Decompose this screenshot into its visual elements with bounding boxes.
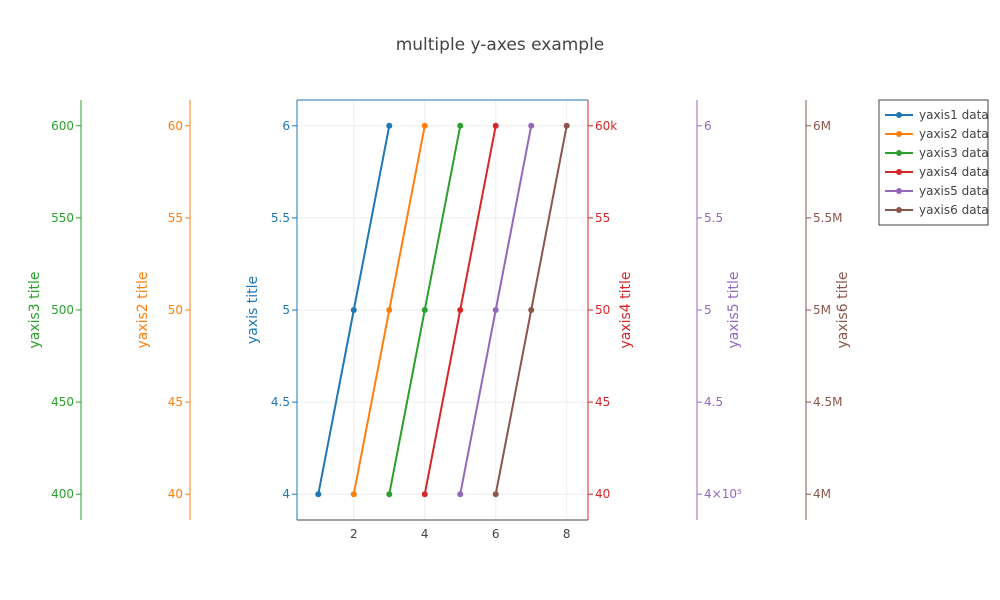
legend[interactable]: yaxis1 data yaxis2 data yaxis3 data yaxis4 … <box>878 99 989 226</box>
data-point <box>386 122 393 129</box>
y1-tick-label: 4.5 <box>271 395 290 409</box>
y2-title: yaxis2 title <box>135 271 151 348</box>
y2-tick-label: 60 <box>168 119 183 133</box>
data-point <box>563 122 570 129</box>
grid-layer <box>297 100 588 520</box>
data-point <box>315 491 322 498</box>
legend-swatch-marker <box>896 188 902 194</box>
y6-tick-label: 6M <box>813 119 831 133</box>
series-layer <box>315 122 570 498</box>
y4-title: yaxis4 title <box>618 271 634 348</box>
legend-swatch-marker <box>896 131 902 137</box>
y6-tick-label: 5.5M <box>813 211 842 225</box>
data-point <box>492 307 499 313</box>
x-tick-label: 2 <box>350 527 358 541</box>
data-point <box>457 307 464 313</box>
y3-tick-label: 400 <box>51 487 74 501</box>
legend-swatch-marker <box>896 169 902 175</box>
y2-tick-label: 40 <box>168 487 183 501</box>
y4-tick-label: 50 <box>595 303 610 317</box>
x-tick-label: 8 <box>563 527 571 541</box>
data-point <box>386 307 393 313</box>
data-point <box>492 491 499 498</box>
legend-label: yaxis5 data <box>919 184 989 198</box>
y5-tick-label: 5 <box>704 303 712 317</box>
data-point <box>386 491 393 498</box>
legend-swatch-marker <box>896 112 902 118</box>
legend-label: yaxis6 data <box>919 203 989 217</box>
y3-tick-label: 500 <box>51 303 74 317</box>
legend-label: yaxis4 data <box>919 165 989 179</box>
legend-item[interactable]: yaxis5 data <box>885 184 989 198</box>
y1-tick-label: 4 <box>282 487 290 501</box>
legend-item[interactable]: yaxis4 data <box>885 165 989 179</box>
axes-layer: 2 4 6 8 4 4.5 5 5.5 6 yaxis title 40 45 50 55 60 yaxis2… <box>27 99 851 541</box>
y6-tick-label: 5M <box>813 303 831 317</box>
y2-tick-label: 55 <box>168 211 183 225</box>
y4-tick-label: 45 <box>595 395 610 409</box>
y4-tick-label: 55 <box>595 211 610 225</box>
legend-swatch-marker <box>896 150 902 156</box>
legend-box <box>878 99 989 226</box>
data-point <box>528 122 535 129</box>
chart-title: multiple y-axes example <box>396 35 605 55</box>
y6-title: yaxis6 title <box>835 271 851 348</box>
y5-tick-label: 4.5 <box>704 395 723 409</box>
data-point <box>421 122 428 129</box>
y5-tick-label: 5.5 <box>704 211 723 225</box>
x-tick-label: 6 <box>492 527 500 541</box>
y5-title: yaxis5 title <box>726 271 742 348</box>
y2-tick-label: 45 <box>168 395 183 409</box>
y4-tick-label: 40 <box>595 487 610 501</box>
data-point <box>457 122 464 129</box>
legend-item[interactable]: yaxis6 data <box>885 203 989 217</box>
y6-tick-label: 4M <box>813 487 831 501</box>
y1-tick-label: 6 <box>282 119 290 133</box>
legend-swatch-marker <box>896 207 902 213</box>
legend-label: yaxis2 data <box>919 127 989 141</box>
y2-tick-label: 50 <box>168 303 183 317</box>
data-point <box>492 122 499 129</box>
y1-title: yaxis title <box>245 276 261 344</box>
y1-tick-label: 5 <box>282 303 290 317</box>
data-point <box>421 307 428 313</box>
data-point <box>421 491 428 498</box>
y3-tick-label: 600 <box>51 119 74 133</box>
data-point <box>350 307 357 313</box>
y3-tick-label: 450 <box>51 395 74 409</box>
y1-tick-label: 5.5 <box>271 211 290 225</box>
data-point <box>457 491 464 498</box>
data-point <box>528 307 535 313</box>
y3-title: yaxis3 title <box>27 271 43 348</box>
y5-tick-label: 6 <box>704 119 712 133</box>
data-point <box>350 491 357 498</box>
x-tick-label: 4 <box>421 527 429 541</box>
y6-tick-label: 4.5M <box>813 395 842 409</box>
legend-label: yaxis3 data <box>919 146 989 160</box>
y4-tick-label: 60k <box>595 119 617 133</box>
legend-item[interactable]: yaxis2 data <box>885 127 989 141</box>
legend-label: yaxis1 data <box>919 108 989 122</box>
y5-tick-label: 4×10⁵ <box>704 487 742 501</box>
legend-item[interactable]: yaxis3 data <box>885 146 989 160</box>
legend-item[interactable]: yaxis1 data <box>885 108 989 122</box>
y3-tick-label: 550 <box>51 211 74 225</box>
